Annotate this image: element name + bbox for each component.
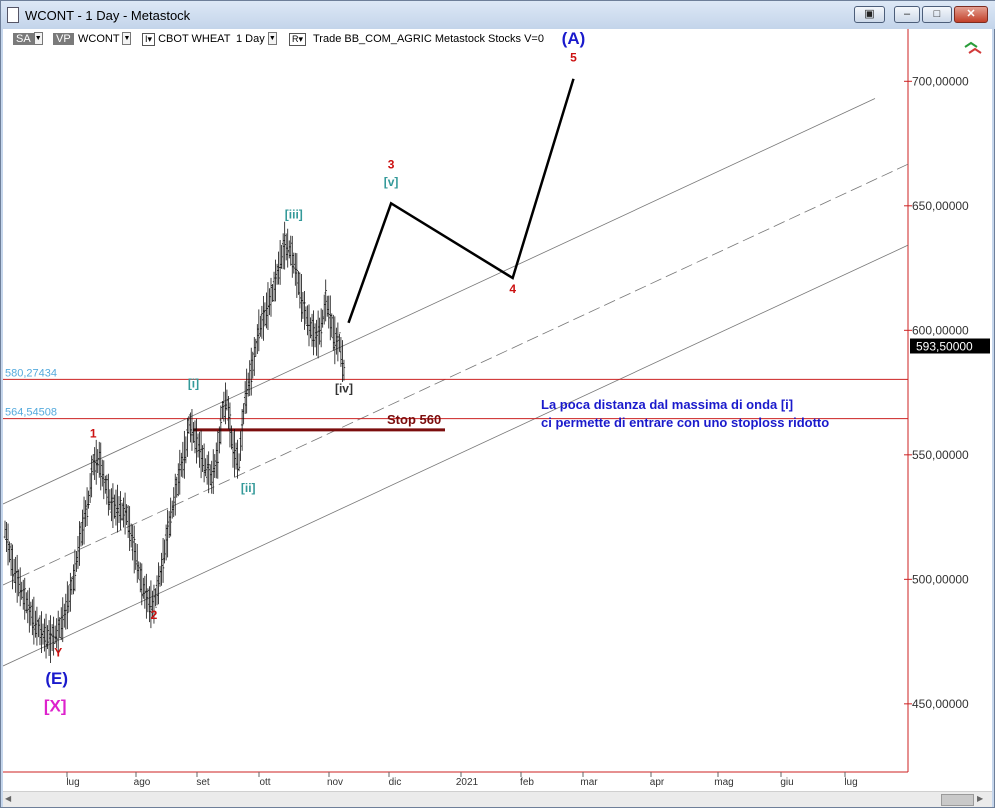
time-tick-label: mar xyxy=(580,777,598,788)
periodicity-dropdown-icon[interactable]: ▼ xyxy=(267,32,277,45)
reference-level-label: 580,27434 xyxy=(5,367,57,379)
periodicity-label: 1 Day xyxy=(236,33,265,45)
security-info: Trade BB_COM_AGRIC Metastock Stocks V=0 xyxy=(313,33,544,45)
app-icon xyxy=(7,7,19,23)
sa-label: SA xyxy=(13,33,34,45)
time-tick-label: set xyxy=(196,777,210,788)
wave-label: [iv] xyxy=(335,382,353,396)
sa-dropdown-icon[interactable]: ▼ xyxy=(33,32,43,45)
wave-label: 5 xyxy=(570,50,577,64)
periodicity-selector[interactable]: 1 Day ▼ xyxy=(236,32,277,46)
scroll-right-icon[interactable]: ▶ xyxy=(977,794,984,803)
wave-label: (E) xyxy=(45,669,68,688)
chart-header-toolbar: SA ▼ VP WCONT ▼ I▾ CBOT WHEAT 1 Day ▼ R▾ … xyxy=(3,29,992,49)
wave-label: 1 xyxy=(90,426,97,440)
wave-label: 2 xyxy=(151,608,158,622)
time-tick-label: mag xyxy=(714,777,733,788)
time-tick-label: ago xyxy=(134,777,151,788)
price-tick-label: 450,00000 xyxy=(912,697,969,711)
vp-label: VP xyxy=(53,33,74,45)
price-tick-label: 700,00000 xyxy=(912,74,969,88)
scroll-left-icon[interactable]: ◀ xyxy=(5,794,12,803)
symbol-dropdown-icon[interactable]: ▼ xyxy=(122,32,132,45)
scroll-thumb[interactable] xyxy=(941,794,974,806)
title-bar[interactable]: WCONT - 1 Day - Metastock ▣ – □ ✕ xyxy=(1,1,995,29)
stop-label: Stop 560 xyxy=(387,412,441,427)
sa-selector[interactable]: SA ▼ xyxy=(13,32,43,46)
wave-label: [v] xyxy=(384,175,399,189)
horizontal-scrollbar[interactable]: ◀ ▶ xyxy=(3,791,992,807)
channel-midline xyxy=(3,163,909,586)
wave-label: [X] xyxy=(44,696,67,715)
wave-label: [iii] xyxy=(285,207,303,221)
price-tick-label: 550,00000 xyxy=(912,448,969,462)
time-tick-label: lug xyxy=(844,777,857,788)
instrument-label: CBOT WHEAT xyxy=(158,33,231,45)
wave-label: 4 xyxy=(509,282,516,296)
time-tick-label: ott xyxy=(259,777,270,788)
reference-level-label: 564,54508 xyxy=(5,407,57,419)
wave-label: Y xyxy=(54,646,62,660)
price-chart[interactable]: 700,00000 650,00000 600,00000 550,00000 500,… xyxy=(3,29,992,791)
annotation-line-1: La poca distanza dal massima di onda [i] xyxy=(541,397,794,412)
wave-label: [i] xyxy=(188,377,199,391)
chart-area: 700,00000 650,00000 600,00000 550,00000 500,… xyxy=(3,29,992,807)
wave-label: [ii] xyxy=(241,481,256,495)
instrument-selector[interactable]: I▾ CBOT WHEAT xyxy=(142,32,230,46)
channel-line xyxy=(3,98,876,505)
instrument-marker: I▾ xyxy=(142,33,156,46)
symbol-selector[interactable]: WCONT ▼ xyxy=(78,32,132,46)
time-tick-label: lug xyxy=(66,777,79,788)
time-tick-label: dic xyxy=(389,777,402,788)
time-tick-label: 2021 xyxy=(456,777,479,788)
maximize-button[interactable]: □ xyxy=(922,6,952,23)
wave-label: 3 xyxy=(388,157,395,171)
annotation-line-2: ci permette di entrare con uno stoploss … xyxy=(541,415,830,430)
vp-button[interactable]: VP xyxy=(53,32,74,46)
r-marker: R▾ xyxy=(289,33,307,46)
time-tick-label: feb xyxy=(520,777,534,788)
projection-path xyxy=(347,78,575,324)
restore-button[interactable]: ▣ xyxy=(854,6,885,23)
wave-label: (A) xyxy=(562,29,586,48)
last-price-tag xyxy=(910,338,990,354)
time-tick-label: giu xyxy=(780,777,793,788)
window-title: WCONT - 1 Day - Metastock xyxy=(25,8,191,23)
chart-tool-icon xyxy=(964,41,982,54)
channel-line xyxy=(3,244,909,667)
time-tick-label: apr xyxy=(650,777,665,788)
close-button[interactable]: ✕ xyxy=(954,6,988,23)
time-tick-label: nov xyxy=(327,777,343,788)
last-price-label: 593,50000 xyxy=(916,340,973,354)
price-tick-label: 650,00000 xyxy=(912,199,969,213)
price-tick-label: 600,00000 xyxy=(912,323,969,337)
symbol-label: WCONT xyxy=(78,33,120,45)
r-selector[interactable]: R▾ xyxy=(289,32,307,46)
price-tick-label: 500,00000 xyxy=(912,572,969,586)
minimize-button[interactable]: – xyxy=(894,6,920,23)
